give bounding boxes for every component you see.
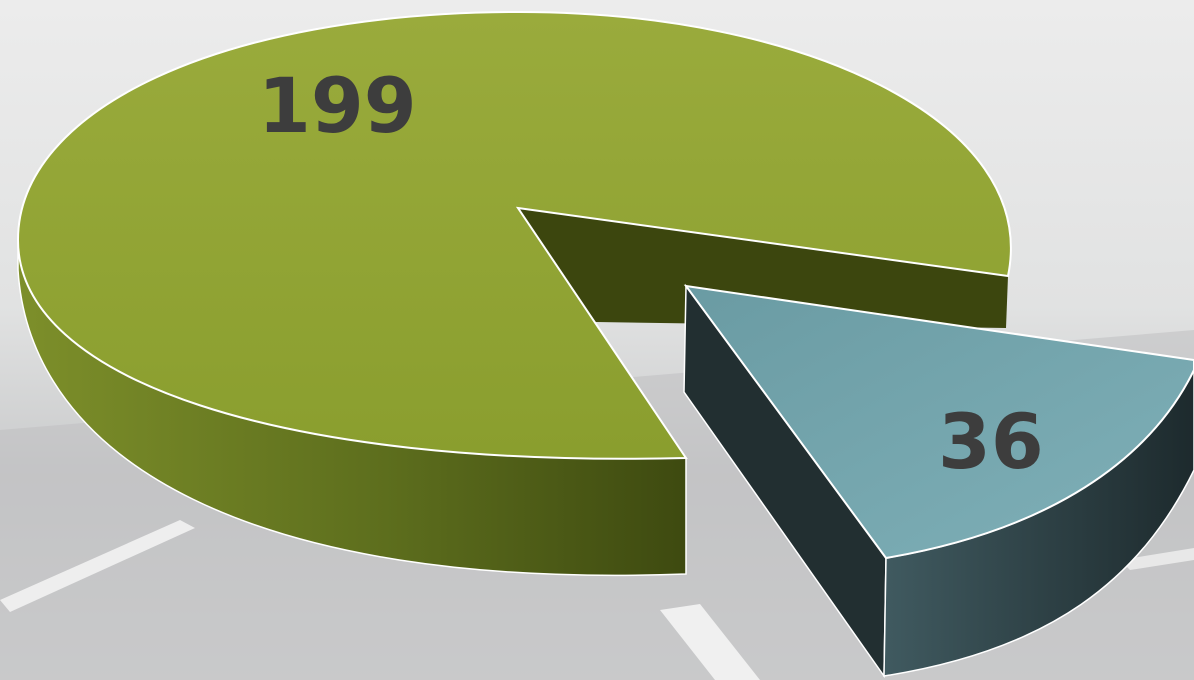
slice-36	[683, 284, 1194, 560]
slice-199-label: 199	[258, 61, 417, 150]
slice-36-label: 36	[938, 397, 1044, 486]
slice-199-inner-wall	[518, 208, 1008, 328]
slice-199	[16, 10, 1012, 460]
